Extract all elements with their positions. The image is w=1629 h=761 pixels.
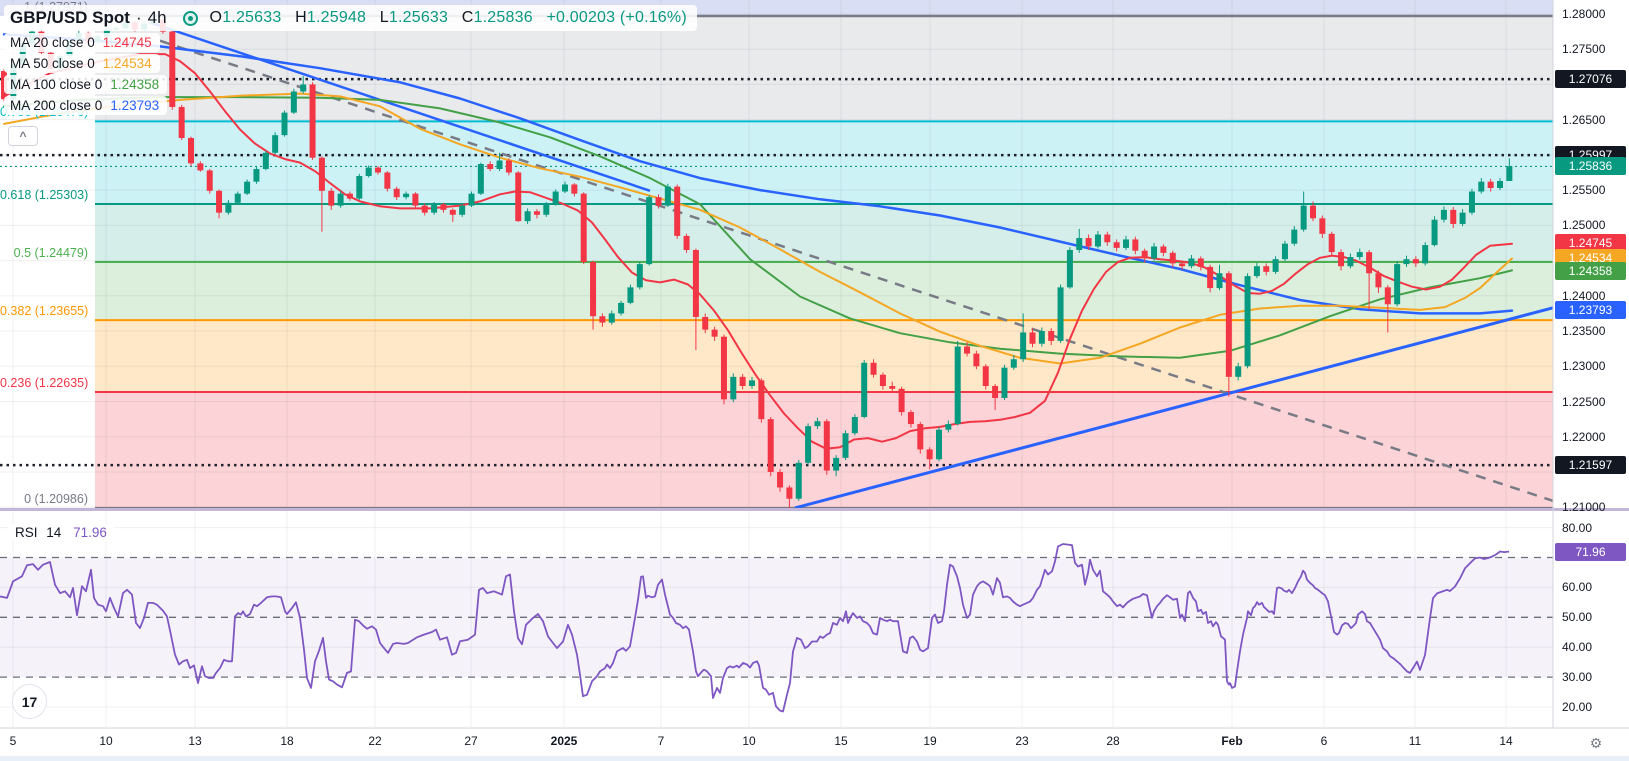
legend-ma-row-4[interactable]: MA 200 close 0 1.23793 [4, 96, 168, 115]
rsi-tick-label: 20.00 [1562, 700, 1593, 714]
price-badge: 1.24745 [1555, 234, 1626, 253]
ascending-trendline[interactable] [794, 306, 1554, 510]
fib-label-0.236: 0.236 (1.22635) [0, 375, 89, 390]
rsi-badge: 71.96 [1555, 542, 1626, 561]
time-tick-label: Feb [1221, 734, 1243, 748]
legend-ma-row-1[interactable]: MA 20 close 0 1.24745 [4, 33, 160, 52]
ma-50-line[interactable] [3, 92, 1513, 365]
time-tick-label: 2025 [550, 734, 578, 748]
time-tick-label: 27 [464, 734, 478, 748]
time-tick-label: 23 [1015, 734, 1029, 748]
rsi-name: RSI [15, 525, 38, 540]
fib-label-0.618: 0.618 (1.25303) [0, 188, 89, 202]
interval-label[interactable]: 4h [147, 8, 167, 27]
low-label: L [379, 9, 389, 26]
time-tick-label: 15 [834, 734, 848, 748]
price-tick-label: 1.23500 [1562, 324, 1606, 339]
time-tick-label: 11 [1408, 734, 1422, 748]
time-tick-label: 6 [1320, 734, 1328, 748]
price-badge: 1.24358 [1555, 261, 1626, 280]
price-tick-label: 1.24000 [1562, 288, 1606, 303]
price-tick-label: 1.22500 [1562, 394, 1606, 409]
ohlc-marker-icon [182, 10, 198, 26]
price-badge: 1.27076 [1555, 70, 1626, 89]
legend-ma-row-2[interactable]: MA 50 close 0 1.24534 [4, 54, 160, 73]
close-value: 1.25836 [473, 9, 533, 26]
time-tick-label: 10 [99, 734, 113, 748]
rsi-tick-label: 60.00 [1562, 580, 1593, 595]
rsi-tick-label: 30.00 [1562, 670, 1593, 685]
high-value: 1.25948 [306, 9, 367, 26]
ma-value: 1.24745 [102, 35, 152, 50]
fib-label-0.382: 0.382 (1.23655) [0, 304, 89, 319]
price-tick-label: 1.26500 [1562, 112, 1606, 127]
ma-label: MA 200 close 0 [10, 98, 103, 113]
time-tick-label: 14 [1499, 734, 1513, 748]
time-tick-label: 18 [280, 734, 294, 748]
price-tick-label: 1.25000 [1562, 218, 1606, 233]
bottom-strip [0, 756, 1629, 761]
ma-label: MA 20 close 0 [10, 35, 95, 50]
ma-200-line[interactable] [2, 33, 1514, 315]
price-tick-label: 1.23000 [1562, 359, 1606, 374]
ohlc-readout: O1.25633 H1.25948 L1.25633 C1.25836 +0.0… [210, 9, 687, 27]
descending-trendline[interactable] [149, 21, 651, 193]
ma-value: 1.23793 [110, 98, 160, 113]
ma-value: 1.24358 [110, 77, 160, 92]
rsi-tick-label: 50.00 [1562, 610, 1593, 625]
ma-value: 1.24534 [102, 56, 152, 71]
price-tick-label: 1.22000 [1562, 429, 1606, 444]
ma-label: MA 50 close 0 [10, 56, 95, 71]
rsi-line[interactable] [0, 543, 1510, 713]
pane-separator[interactable] [0, 508, 1629, 511]
time-tick-label: 7 [657, 734, 665, 748]
rsi-period: 14 [46, 525, 62, 540]
time-tick-label: 22 [368, 734, 382, 748]
price-badge: 1.21597 [1555, 456, 1626, 475]
fib-label-0.5: 0.5 (1.24479) [13, 246, 88, 261]
price-tick-label: 1.21000 [1562, 500, 1606, 515]
rsi-tick-label: 80.00 [1562, 520, 1593, 535]
fib-band-2 [95, 204, 1553, 263]
chart-legend: GBP/USD Spot · 4h O1.25633 H1.25948 L1.2… [4, 5, 697, 117]
time-tick-label: 19 [923, 734, 937, 748]
time-tick-label: 5 [9, 734, 17, 748]
time-tick-label: 10 [742, 734, 756, 748]
ma-20-line[interactable] [3, 53, 1513, 450]
fib-band-4 [95, 320, 1553, 392]
ma-label: MA 100 close 0 [10, 77, 103, 92]
symbol-legend-row[interactable]: GBP/USD Spot · 4h O1.25633 H1.25948 L1.2… [4, 5, 697, 31]
legend-ma-row-3[interactable]: MA 100 close 0 1.24358 [4, 75, 168, 94]
rsi-legend-row[interactable]: RSI 14 71.96 [8, 524, 114, 541]
time-tick-label: 28 [1106, 734, 1120, 748]
candles [1, 16, 1513, 508]
rsi-tick-label: 40.00 [1562, 640, 1593, 655]
close-label: C [461, 9, 474, 26]
high-label: H [295, 9, 307, 26]
chevron-up-icon: ^ [19, 129, 27, 143]
time-tick-label: 13 [188, 734, 202, 748]
symbol-name[interactable]: GBP/USD Spot [10, 8, 130, 27]
price-badge: 1.23793 [1555, 301, 1626, 320]
price-badge: 1.25836 [1555, 157, 1626, 176]
change-value: +0.00203 (+0.16%) [546, 9, 687, 26]
open-label: O [209, 9, 223, 26]
tradingview-logo[interactable]: 17 [12, 684, 47, 719]
low-value: 1.25633 [388, 9, 449, 26]
tradingview-logo-icon: 17 [21, 693, 38, 710]
symbol-separator: · [135, 8, 142, 27]
legend-collapse-button[interactable]: ^ [8, 126, 38, 146]
open-value: 1.25633 [222, 9, 282, 26]
axis-settings-gear-icon[interactable]: ⚙ [1589, 735, 1603, 751]
price-tick-label: 1.27500 [1562, 42, 1606, 57]
fib-band-0 [95, 16, 1553, 122]
price-tick-label: 1.25500 [1562, 183, 1606, 198]
rsi-value: 71.96 [73, 525, 107, 540]
price-tick-label: 1.28000 [1562, 6, 1606, 21]
fib-band-3 [95, 262, 1553, 321]
fib-label-0: 0 (1.20986) [24, 492, 88, 507]
rsi-band [0, 557, 1553, 678]
